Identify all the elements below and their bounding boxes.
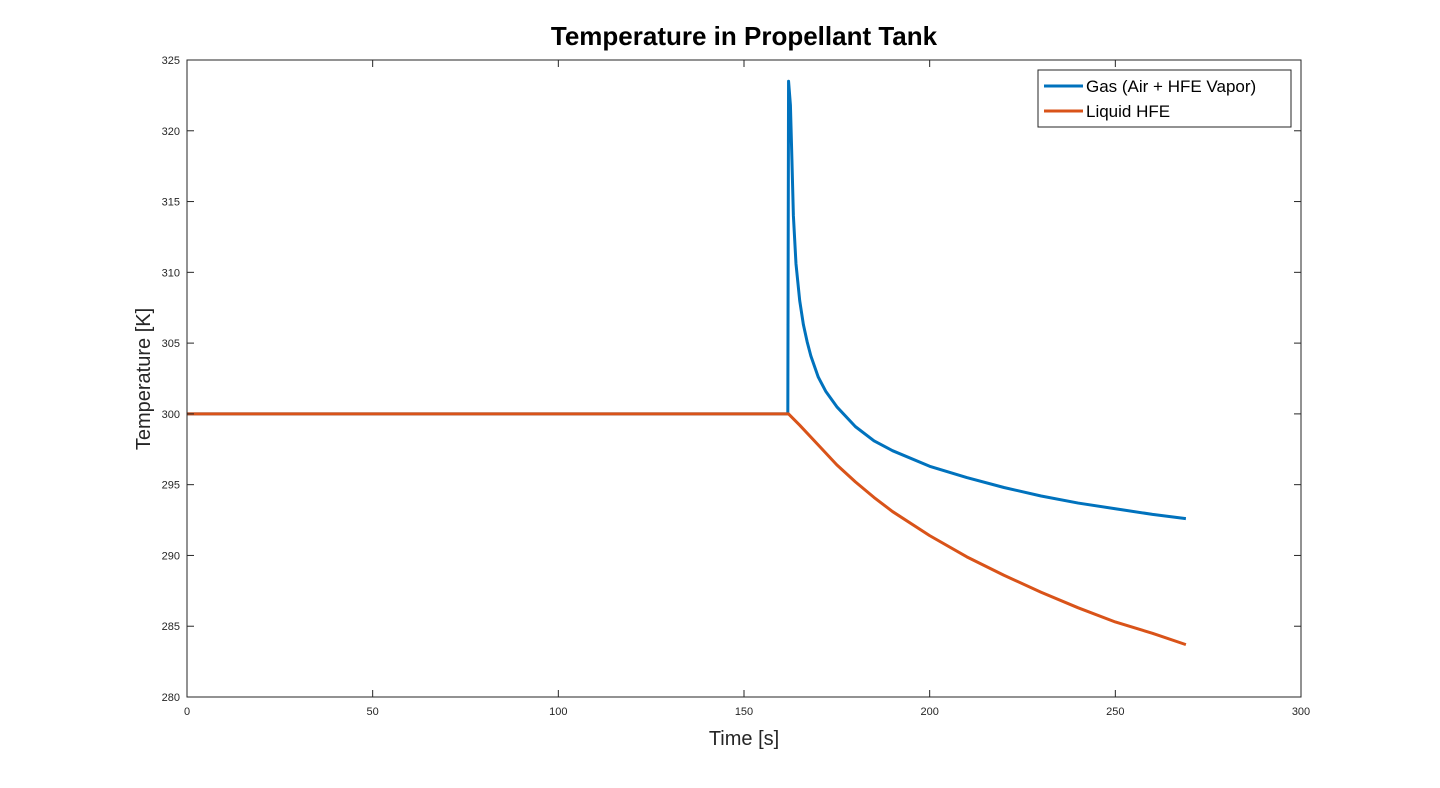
plot-area [187,60,1301,697]
y-tick-label: 290 [162,550,180,562]
x-tick-label: 200 [920,706,938,718]
x-tick-label: 0 [184,706,190,718]
x-tick-label: 250 [1106,706,1124,718]
chart-title: Temperature in Propellant Tank [551,21,938,51]
y-tick-label: 315 [162,197,180,209]
y-tick-label: 280 [162,692,180,704]
series-line-1 [187,79,1187,521]
legend-entry-2: Liquid HFE [1086,102,1170,121]
x-axis-label: Time [s] [709,728,779,750]
y-tick-label: 325 [162,55,180,67]
series-line-2 [187,412,1187,647]
legend-box [1037,69,1292,128]
legend-entry-1: Gas (Air + HFE Vapor) [1086,77,1256,96]
y-tick-label: 305 [162,338,180,350]
legend: Gas (Air + HFE Vapor) Liquid HFE [1037,69,1292,128]
x-tick-label: 300 [1292,706,1310,718]
x-tick-label: 150 [735,706,753,718]
y-tick-label: 295 [162,480,180,492]
y-tick-label: 310 [162,267,180,279]
y-tick-label: 300 [162,409,180,421]
y-tick-label: 285 [162,621,180,633]
x-tick-label: 100 [549,706,567,718]
y-axis-label: Temperature [K] [133,308,155,450]
x-tick-label: 50 [367,706,379,718]
y-tick-label: 320 [162,126,180,138]
